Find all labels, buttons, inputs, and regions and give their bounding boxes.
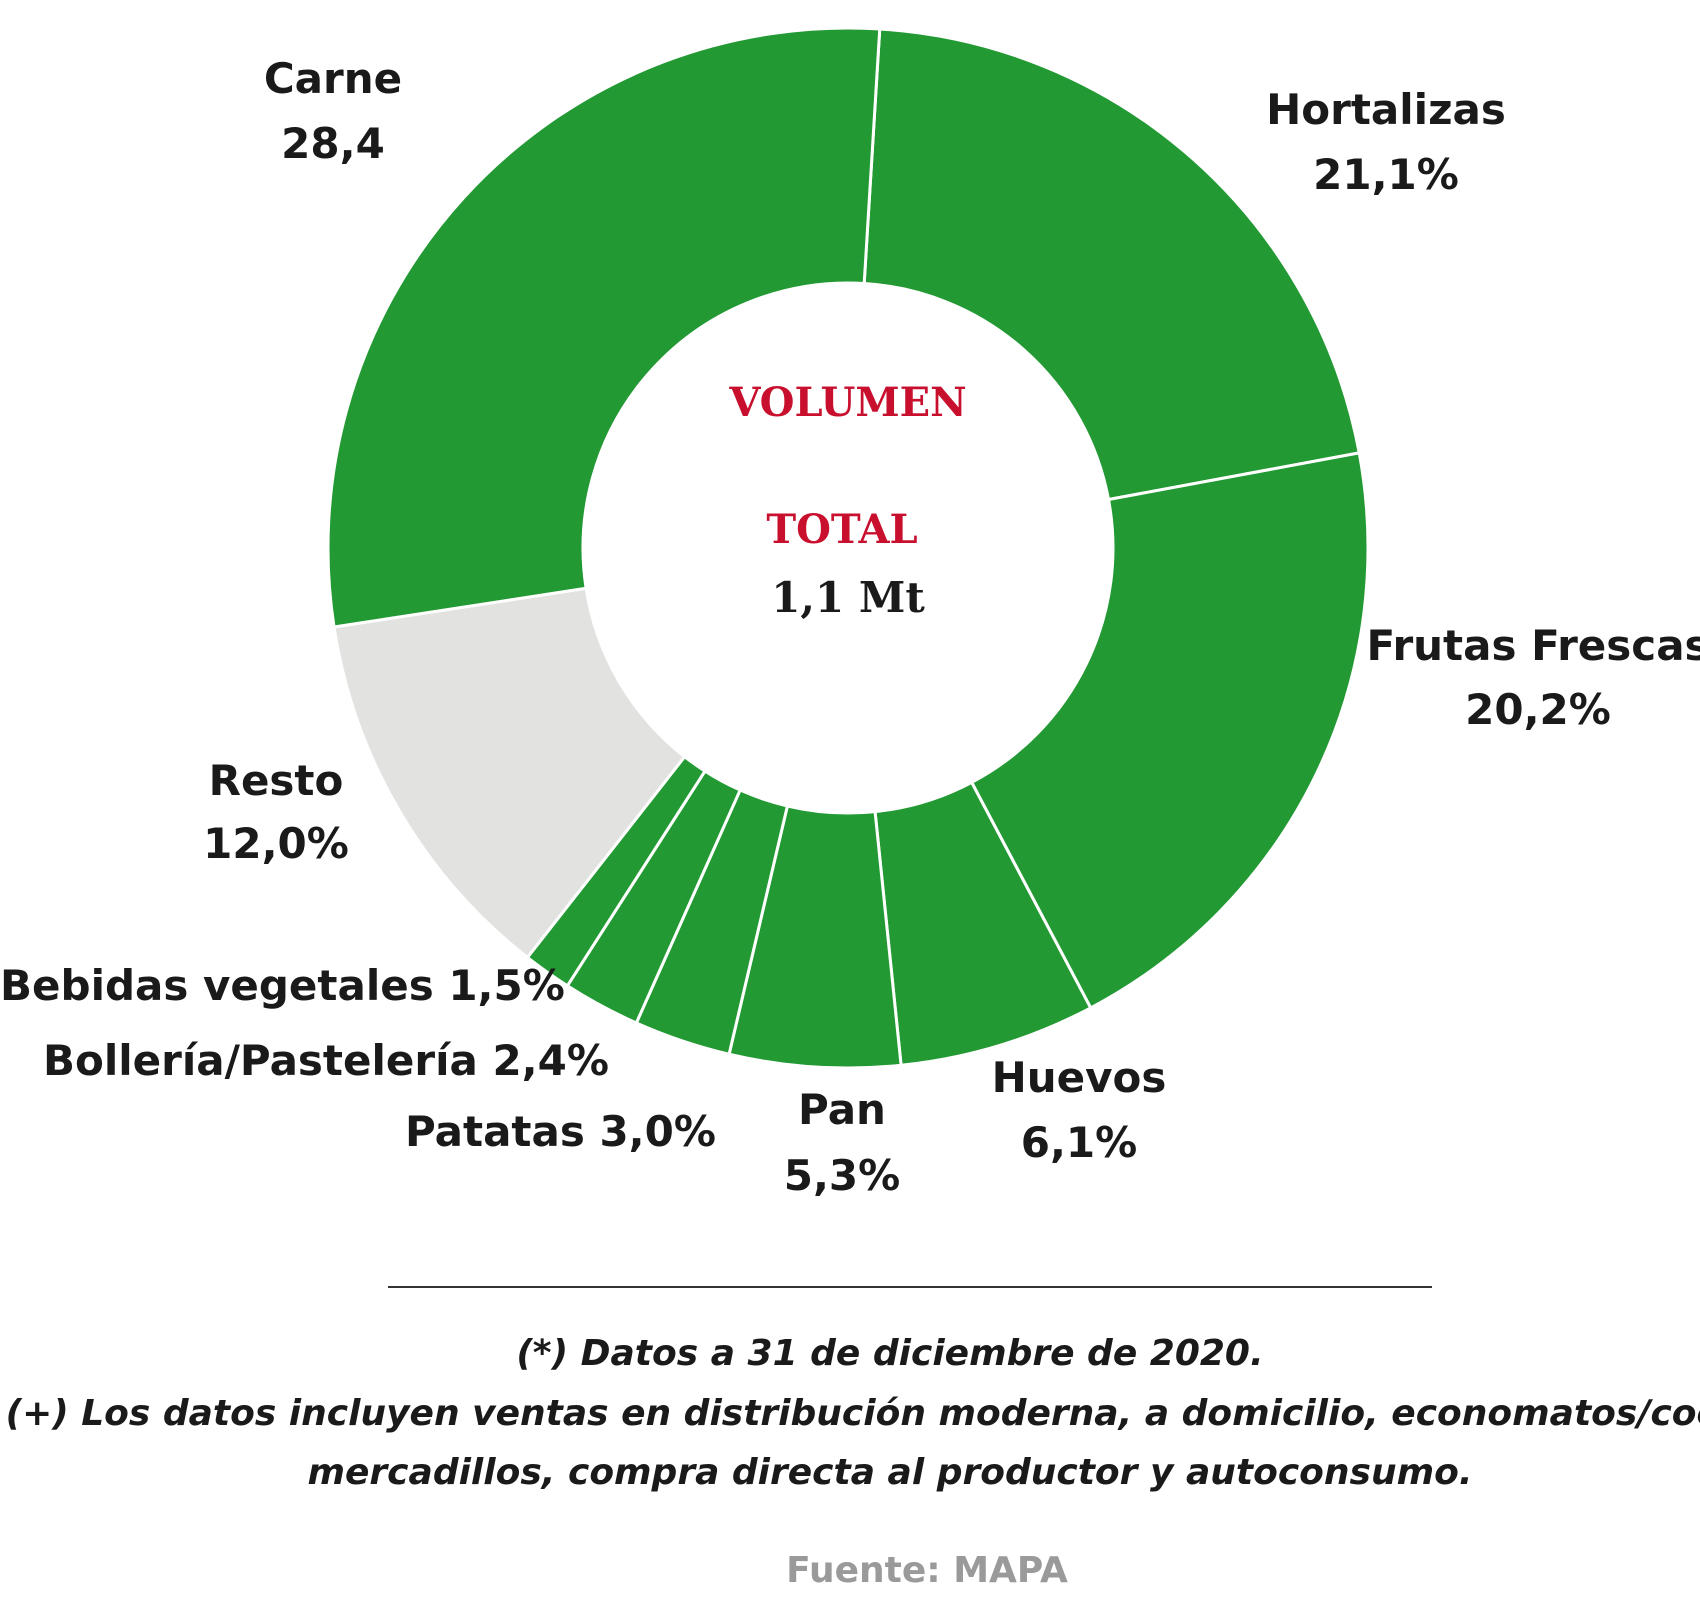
label-frutas-frescas-name: Frutas Frescas xyxy=(1366,621,1700,670)
label-frutas-frescas-value: 20,2% xyxy=(1465,685,1611,734)
label-carne-name: Carne xyxy=(264,54,402,103)
slice-frutas-frescas xyxy=(969,451,1370,1010)
label-pan-name: Pan xyxy=(798,1085,886,1134)
label-resto-value: 12,0% xyxy=(203,819,349,868)
note-line-2: (+) Los datos incluyen ventas en distrib… xyxy=(6,1393,1700,1434)
center-total-value: 1,1 Mt xyxy=(771,573,925,622)
label-hortalizas-value: 21,1% xyxy=(1313,150,1459,199)
label-bolleria-pasteleria: Bollería/Pastelería 2,4% xyxy=(43,1036,609,1085)
donut-slices xyxy=(326,26,1370,1070)
slice-labels: Hortalizas 21,1% Frutas Frescas 20,2% Huevos… xyxy=(0,54,1700,1200)
label-pan-value: 5,3% xyxy=(784,1151,900,1200)
slice-carne xyxy=(326,26,882,629)
donut-hole xyxy=(583,283,1113,813)
center-title-total: TOTAL xyxy=(766,506,917,553)
label-huevos-name: Huevos xyxy=(992,1053,1167,1102)
slice-resto xyxy=(332,586,687,960)
label-huevos-value: 6,1% xyxy=(1021,1118,1137,1167)
label-patatas: Patatas 3,0% xyxy=(405,1107,716,1156)
source-label: Fuente: MAPA xyxy=(786,1550,1068,1591)
note-line-1: (*) Datos a 31 de diciembre de 2020. xyxy=(516,1333,1263,1374)
label-resto-name: Resto xyxy=(209,756,344,805)
note-line-3: mercadillos, compra directa al productor… xyxy=(308,1452,1473,1493)
label-bebidas-vegetales: Bebidas vegetales 1,5% xyxy=(0,961,565,1010)
label-hortalizas-name: Hortalizas xyxy=(1266,85,1506,134)
label-carne-value: 28,4 xyxy=(281,119,385,168)
center-title-volumen: VOLUMEN xyxy=(728,379,966,426)
